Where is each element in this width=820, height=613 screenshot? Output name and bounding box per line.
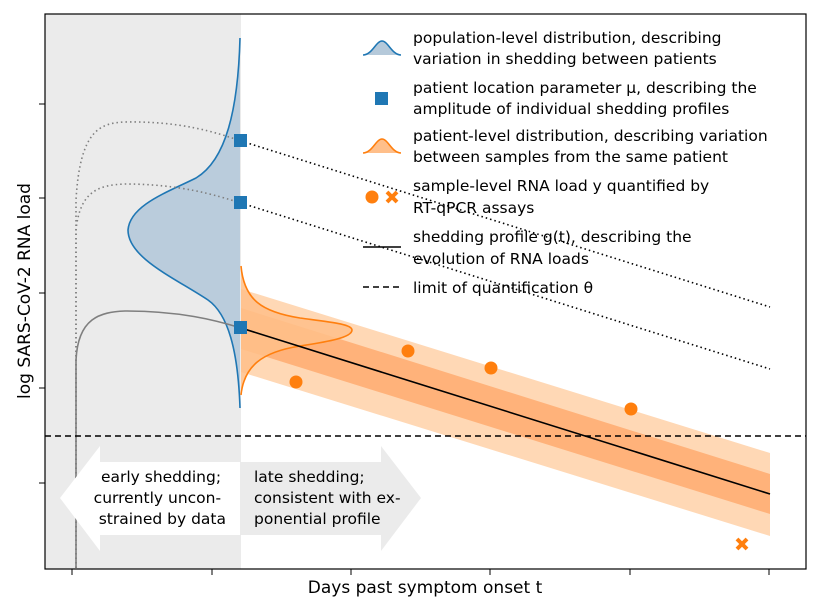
legend-entry-4: sample-level RNA load y quantified by RT… [413, 177, 714, 217]
patient-distribution [241, 266, 352, 395]
legend: population-level distribution, describin… [362, 29, 773, 297]
x-axis-label: Days past symptom onset t [308, 578, 543, 598]
blue-distribution-icon-outline [362, 40, 402, 56]
legend-entry-5: shedding profile g(t), describing the ev… [413, 228, 697, 268]
early-curve-bottom [75, 310, 242, 568]
population-distribution-outline [127, 37, 241, 409]
sample-point [401, 344, 415, 358]
location-square-top [234, 134, 247, 147]
legend-entry-1: population-level distribution, describin… [413, 29, 726, 68]
location-square-bottom [234, 321, 247, 334]
y-ticks [39, 103, 45, 484]
legend-entry-6: limit of quantification θ [413, 279, 593, 297]
shedding-profile-solid [240, 327, 771, 495]
censored-sample-cross [735, 537, 749, 551]
early-shedding-arrow [60, 446, 240, 551]
patient-distribution-outline [240, 265, 353, 396]
sample-point [289, 375, 303, 389]
population-distribution [128, 38, 240, 408]
location-square-middle [234, 196, 247, 209]
blue-distribution-icon [363, 41, 401, 55]
orange-distribution-icon [363, 139, 401, 153]
late-shedding-arrow [241, 446, 421, 551]
sample-point [484, 361, 498, 375]
blue-square-icon [375, 92, 388, 105]
x-ticks [71, 569, 770, 575]
late-arrow-text: late shedding; consistent with ex- ponen… [254, 468, 406, 528]
early-curve-middle [75, 183, 242, 568]
orange-circle-cross-icon [365, 190, 399, 204]
early-arrow-text: early shedding; currently uncon- straine… [94, 468, 226, 528]
legend-entry-3: patient-level distribution, describing v… [413, 127, 773, 166]
y-axis-label: log SARS-CoV-2 RNA load [15, 183, 35, 399]
sample-point [624, 402, 638, 416]
plot-frame [44, 13, 807, 570]
legend-entry-2: patient location parameter μ, describing… [413, 79, 762, 118]
orange-distribution-icon-outline [362, 138, 402, 154]
